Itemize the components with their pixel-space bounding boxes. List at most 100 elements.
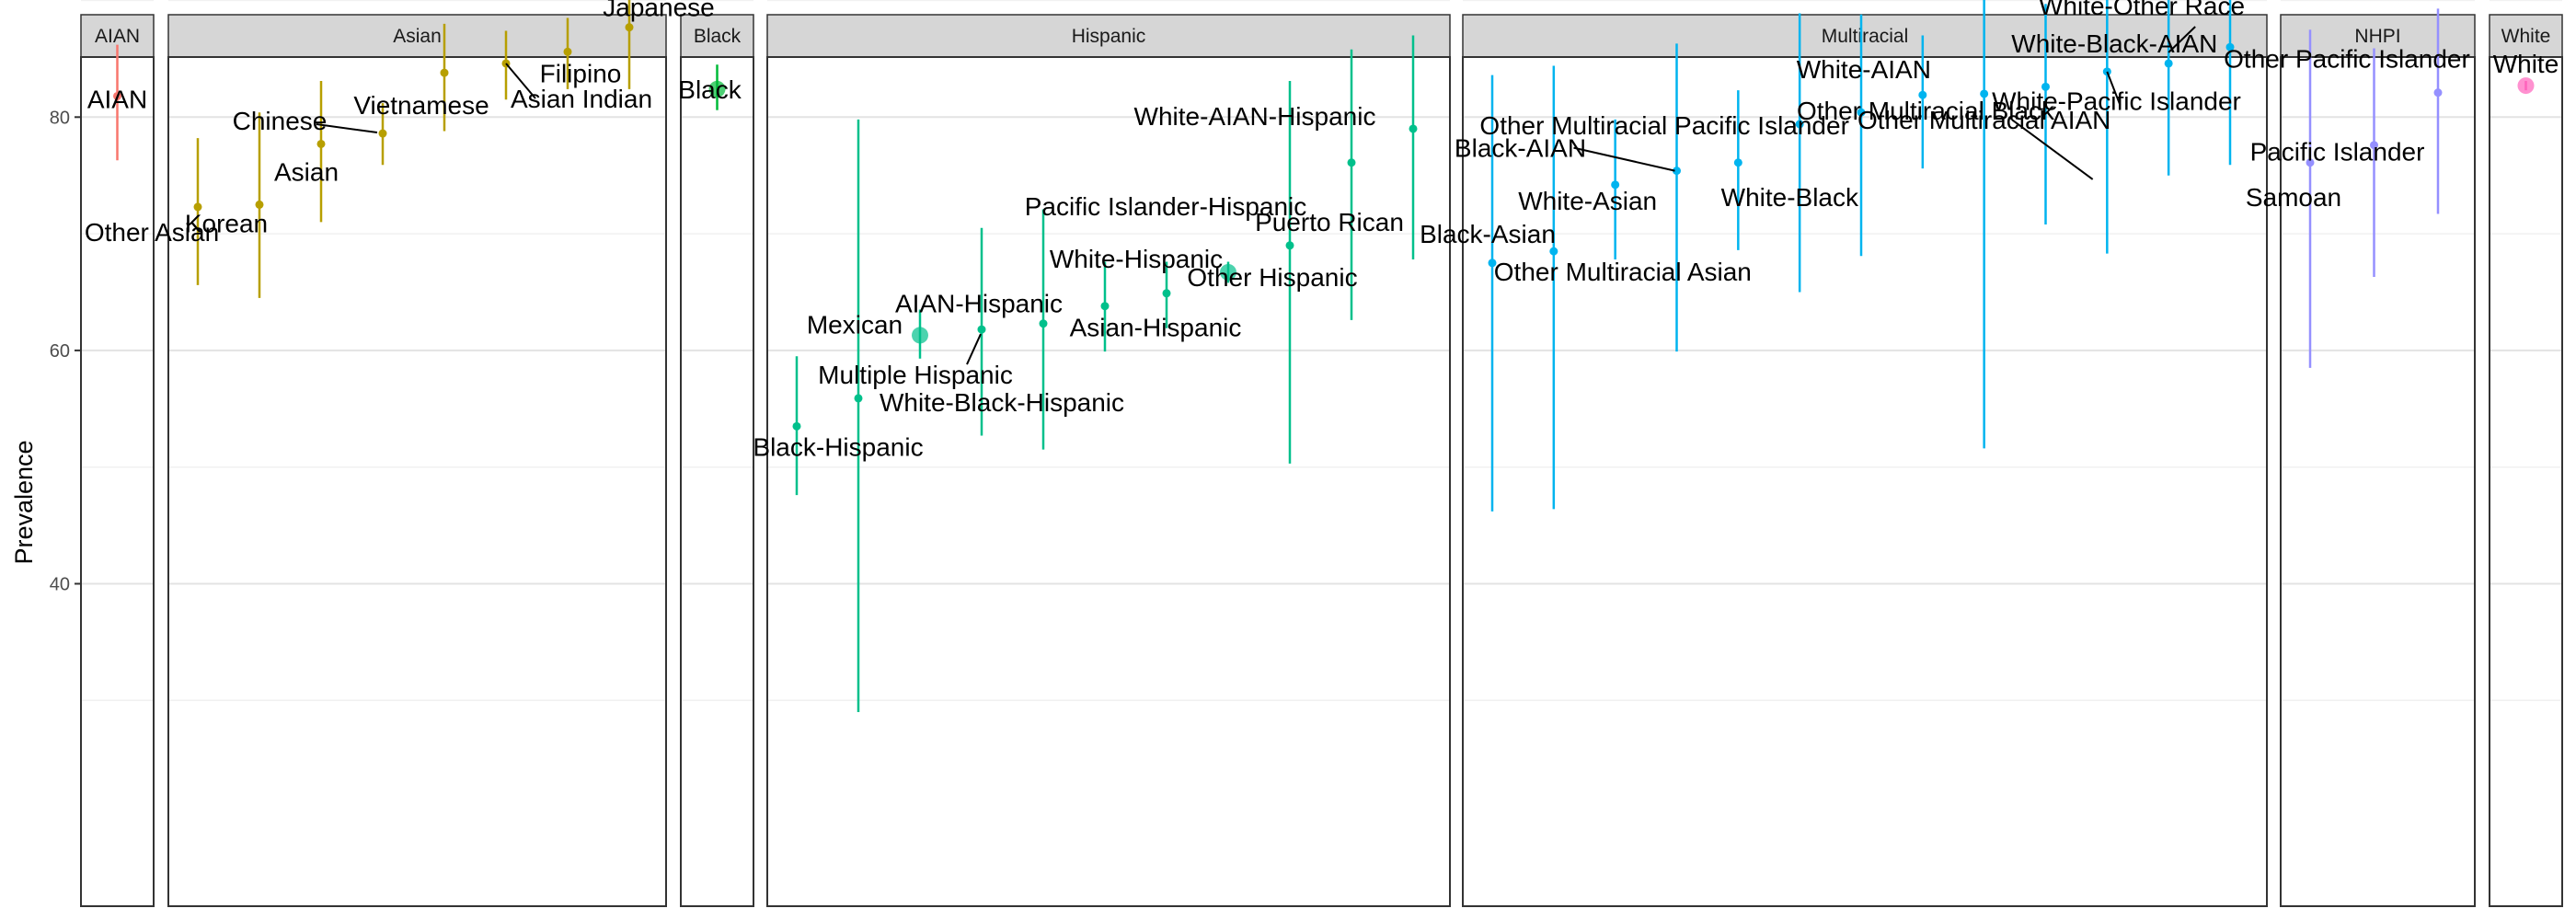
point-label: AIAN-Hispanic bbox=[895, 290, 1063, 318]
point-label: Black-Hispanic bbox=[753, 432, 923, 461]
data-point bbox=[2164, 59, 2173, 68]
data-point bbox=[1162, 289, 1171, 298]
facet-panel-white bbox=[2489, 56, 2563, 907]
point-label: AIAN bbox=[87, 85, 147, 113]
data-point bbox=[563, 47, 572, 56]
y-tick-label: 40 bbox=[50, 575, 70, 595]
point-label: Black bbox=[678, 75, 742, 104]
data-point bbox=[977, 325, 986, 334]
label-leader-line bbox=[316, 123, 378, 134]
data-point bbox=[1039, 319, 1048, 328]
facet-title-hispanic: Hispanic bbox=[1072, 26, 1146, 47]
data-point bbox=[1409, 124, 1418, 133]
point-label: Pacific Islander bbox=[2250, 138, 2425, 167]
point-label: Puerto Rican bbox=[1255, 208, 1404, 236]
data-point bbox=[1918, 90, 1927, 99]
point-label: White-Pacific Islander bbox=[1992, 86, 2241, 115]
label-leader-line bbox=[2011, 119, 2094, 180]
facet-strip-black bbox=[680, 14, 754, 58]
data-point bbox=[1857, 108, 1866, 117]
facet-title-nhpi: NHPI bbox=[2354, 26, 2400, 47]
label-leader-line bbox=[2168, 26, 2196, 53]
label-leader-line bbox=[1573, 146, 1675, 172]
label-leader-line bbox=[2106, 71, 2122, 106]
facet-panel-black bbox=[680, 56, 754, 907]
facet-strip-multiracial bbox=[1462, 14, 2268, 58]
data-point bbox=[708, 80, 726, 98]
facet-title-asian: Asian bbox=[393, 26, 442, 47]
facet-panel-nhpi bbox=[2280, 56, 2476, 907]
point-label: Asian-Hispanic bbox=[1070, 314, 1242, 342]
data-point bbox=[2517, 77, 2535, 95]
data-point bbox=[2225, 42, 2235, 52]
facet-layer: AIAN Asian Black Hispanic Multiracial NHPI Whi… bbox=[80, 14, 2563, 907]
data-point bbox=[1347, 158, 1356, 167]
point-label: Other Multiracial AIAN bbox=[1857, 106, 2110, 134]
point-label: Samoan bbox=[2246, 183, 2341, 212]
facet-strip-nhpi bbox=[2280, 14, 2476, 58]
facet-panel-asian bbox=[167, 56, 667, 907]
y-tick-label: 60 bbox=[50, 341, 70, 362]
point-label: Vietnamese bbox=[353, 91, 489, 120]
point-label: Other Multiracial Pacific Islander bbox=[1479, 111, 1848, 140]
data-point bbox=[1733, 158, 1742, 167]
y-axis-title: Prevalence bbox=[10, 440, 38, 564]
facet-title-aian: AIAN bbox=[95, 26, 140, 47]
point-label: White-Hispanic bbox=[1050, 245, 1223, 273]
data-point bbox=[912, 327, 928, 344]
data-point bbox=[854, 394, 863, 403]
point-label: Asian bbox=[274, 157, 339, 186]
point-label: White-Black bbox=[1721, 183, 1859, 212]
data-point bbox=[1673, 167, 1681, 176]
facet-panel-aian bbox=[80, 56, 155, 907]
grid-layer bbox=[81, 0, 2562, 702]
label-leader-line bbox=[505, 63, 536, 99]
point-label: White-Other Race bbox=[2039, 0, 2245, 20]
facet-title-multiracial: Multiracial bbox=[1822, 26, 1909, 47]
point-label: White-AIAN-Hispanic bbox=[1134, 102, 1376, 131]
data-point bbox=[193, 202, 202, 212]
point-label: Other Multiracial Asian bbox=[1494, 258, 1752, 286]
point-label: White-Black-AIAN bbox=[2011, 29, 2217, 58]
data-point bbox=[113, 91, 121, 100]
facet-panel-hispanic bbox=[766, 56, 1451, 907]
label-leader-line bbox=[966, 333, 982, 365]
data-point bbox=[255, 200, 264, 209]
data-point bbox=[1220, 263, 1236, 281]
data-point bbox=[316, 139, 326, 148]
point-label: Black-AIAN bbox=[1455, 134, 1586, 163]
data-point bbox=[378, 129, 387, 138]
facet-title-white: White bbox=[2501, 26, 2551, 47]
point-label: Mexican bbox=[807, 310, 903, 339]
y-tick-label: 80 bbox=[50, 108, 70, 128]
data-point bbox=[2370, 141, 2378, 150]
point-label: White-Asian bbox=[1518, 187, 1657, 215]
data-point bbox=[1549, 247, 1558, 256]
point-label: Filipino bbox=[540, 59, 622, 87]
data-point bbox=[792, 421, 801, 431]
facet-title-black: Black bbox=[694, 26, 742, 47]
data-point bbox=[1980, 89, 1989, 98]
data-point bbox=[625, 23, 634, 32]
data-point bbox=[1285, 241, 1294, 250]
point-label: Other Pacific Islander bbox=[2224, 45, 2470, 74]
facet-strip-asian bbox=[167, 14, 667, 58]
point-label: Japanese bbox=[603, 0, 714, 22]
axis-layer: Prevalence 40 60 80 bbox=[10, 108, 81, 595]
data-point bbox=[2041, 82, 2050, 91]
point-label: White-AIAN bbox=[1797, 55, 1931, 84]
mark-layer bbox=[113, 0, 2535, 712]
point-label: Chinese bbox=[233, 107, 328, 135]
point-label: Korean bbox=[185, 209, 268, 237]
point-label: Other Asian bbox=[85, 218, 219, 247]
facet-strip-white bbox=[2489, 14, 2563, 58]
point-label: White bbox=[2493, 50, 2559, 78]
point-label: Multiple Hispanic bbox=[818, 361, 1013, 389]
data-point bbox=[2306, 158, 2315, 167]
data-point bbox=[440, 68, 449, 77]
point-label: White-Other Race bbox=[2032, 0, 2238, 2]
data-point bbox=[1100, 302, 1110, 311]
data-point bbox=[2433, 88, 2443, 98]
